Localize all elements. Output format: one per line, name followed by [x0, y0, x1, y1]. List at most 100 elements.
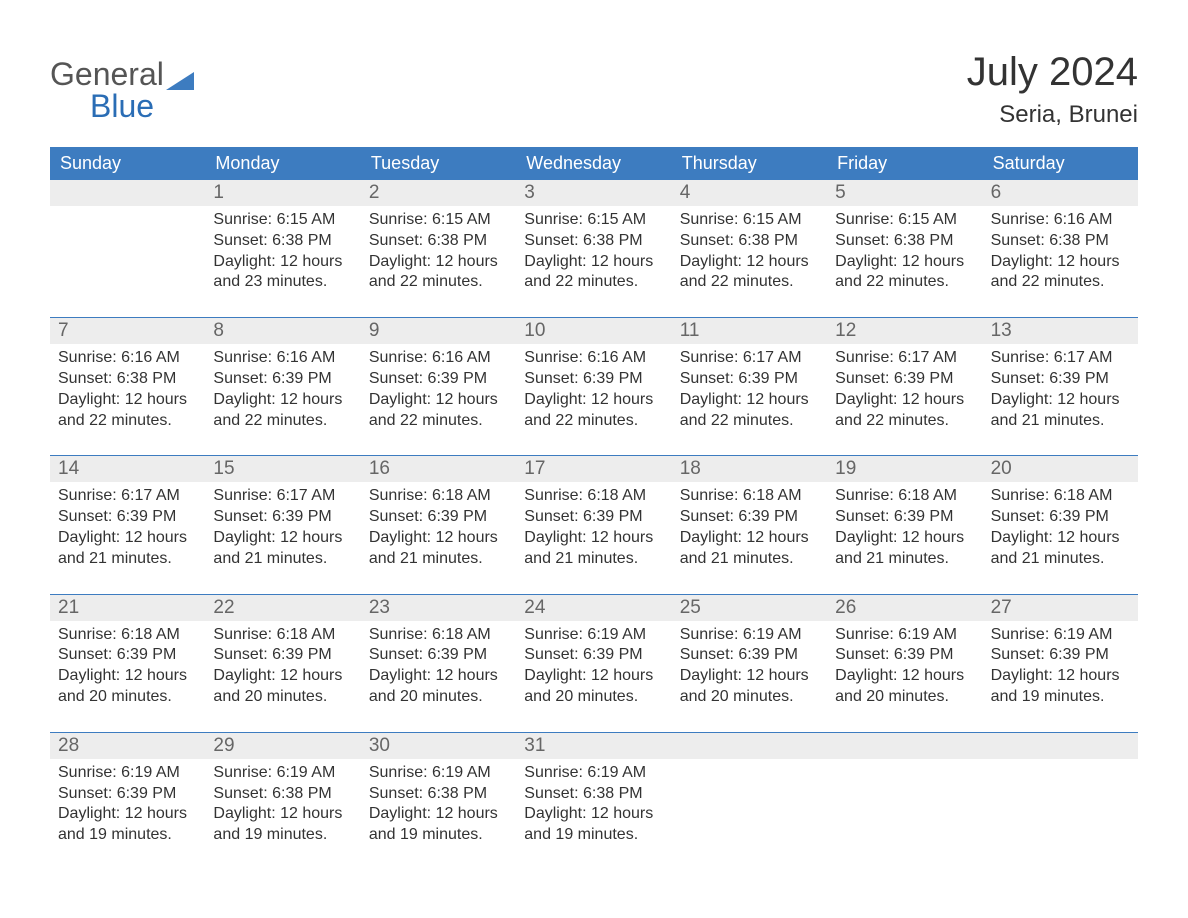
daylight-line: Daylight: 12 hours and 21 minutes.: [835, 528, 974, 570]
day-body: Sunrise: 6:15 AMSunset: 6:38 PMDaylight:…: [361, 206, 516, 293]
sunset-line: Sunset: 6:39 PM: [213, 369, 352, 390]
day-number-row: [50, 180, 205, 206]
day-body: Sunrise: 6:19 AMSunset: 6:38 PMDaylight:…: [361, 759, 516, 846]
day-number-row: 28: [50, 733, 205, 759]
day-cell: 8Sunrise: 6:16 AMSunset: 6:39 PMDaylight…: [205, 318, 360, 455]
daylight-line: Daylight: 12 hours and 22 minutes.: [369, 252, 508, 294]
day-number: 12: [827, 318, 982, 344]
day-cell: 23Sunrise: 6:18 AMSunset: 6:39 PMDayligh…: [361, 595, 516, 732]
daylight-line: Daylight: 12 hours and 22 minutes.: [213, 390, 352, 432]
day-body: Sunrise: 6:18 AMSunset: 6:39 PMDaylight:…: [827, 482, 982, 569]
day-body: Sunrise: 6:18 AMSunset: 6:39 PMDaylight:…: [672, 482, 827, 569]
day-cell: 17Sunrise: 6:18 AMSunset: 6:39 PMDayligh…: [516, 456, 671, 593]
day-body: Sunrise: 6:16 AMSunset: 6:39 PMDaylight:…: [361, 344, 516, 431]
day-cell: 16Sunrise: 6:18 AMSunset: 6:39 PMDayligh…: [361, 456, 516, 593]
day-number: 17: [516, 456, 671, 482]
sunrise-line: Sunrise: 6:18 AM: [369, 486, 508, 507]
daylight-line: Daylight: 12 hours and 22 minutes.: [524, 390, 663, 432]
day-number-row: 9: [361, 318, 516, 344]
sunrise-line: Sunrise: 6:16 AM: [369, 348, 508, 369]
daylight-line: Daylight: 12 hours and 23 minutes.: [213, 252, 352, 294]
day-number: 2: [361, 180, 516, 206]
day-number: [983, 733, 1138, 759]
sunset-line: Sunset: 6:39 PM: [369, 645, 508, 666]
day-cell: [827, 733, 982, 870]
sunrise-line: Sunrise: 6:19 AM: [991, 625, 1130, 646]
day-number-row: 21: [50, 595, 205, 621]
day-cell: 24Sunrise: 6:19 AMSunset: 6:39 PMDayligh…: [516, 595, 671, 732]
daylight-line: Daylight: 12 hours and 19 minutes.: [58, 804, 197, 846]
day-cell: 7Sunrise: 6:16 AMSunset: 6:38 PMDaylight…: [50, 318, 205, 455]
sunrise-line: Sunrise: 6:18 AM: [991, 486, 1130, 507]
sunset-line: Sunset: 6:39 PM: [835, 507, 974, 528]
sunset-line: Sunset: 6:39 PM: [991, 645, 1130, 666]
daylight-line: Daylight: 12 hours and 20 minutes.: [524, 666, 663, 708]
day-body: Sunrise: 6:18 AMSunset: 6:39 PMDaylight:…: [983, 482, 1138, 569]
day-body: Sunrise: 6:15 AMSunset: 6:38 PMDaylight:…: [827, 206, 982, 293]
sunset-line: Sunset: 6:38 PM: [369, 784, 508, 805]
sunrise-line: Sunrise: 6:18 AM: [680, 486, 819, 507]
sunrise-line: Sunrise: 6:19 AM: [58, 763, 197, 784]
sunrise-line: Sunrise: 6:15 AM: [213, 210, 352, 231]
day-number: 5: [827, 180, 982, 206]
day-cell: 4Sunrise: 6:15 AMSunset: 6:38 PMDaylight…: [672, 180, 827, 317]
day-cell: 14Sunrise: 6:17 AMSunset: 6:39 PMDayligh…: [50, 456, 205, 593]
daylight-line: Daylight: 12 hours and 21 minutes.: [213, 528, 352, 570]
day-cell: 1Sunrise: 6:15 AMSunset: 6:38 PMDaylight…: [205, 180, 360, 317]
sunrise-line: Sunrise: 6:17 AM: [835, 348, 974, 369]
logo-text-blue: Blue: [50, 90, 194, 122]
daylight-line: Daylight: 12 hours and 19 minutes.: [213, 804, 352, 846]
day-number: 6: [983, 180, 1138, 206]
sunrise-line: Sunrise: 6:18 AM: [524, 486, 663, 507]
day-number: 7: [50, 318, 205, 344]
sunset-line: Sunset: 6:39 PM: [369, 507, 508, 528]
day-body: Sunrise: 6:15 AMSunset: 6:38 PMDaylight:…: [672, 206, 827, 293]
day-cell: 31Sunrise: 6:19 AMSunset: 6:38 PMDayligh…: [516, 733, 671, 870]
day-number-row: 26: [827, 595, 982, 621]
sunset-line: Sunset: 6:39 PM: [524, 645, 663, 666]
day-body: Sunrise: 6:19 AMSunset: 6:38 PMDaylight:…: [516, 759, 671, 846]
daylight-line: Daylight: 12 hours and 20 minutes.: [369, 666, 508, 708]
day-number: 9: [361, 318, 516, 344]
day-cell: 11Sunrise: 6:17 AMSunset: 6:39 PMDayligh…: [672, 318, 827, 455]
day-cell: 6Sunrise: 6:16 AMSunset: 6:38 PMDaylight…: [983, 180, 1138, 317]
sunset-line: Sunset: 6:39 PM: [58, 784, 197, 805]
day-of-week-header: SundayMondayTuesdayWednesdayThursdayFrid…: [50, 147, 1138, 180]
sunrise-line: Sunrise: 6:17 AM: [991, 348, 1130, 369]
day-body: Sunrise: 6:17 AMSunset: 6:39 PMDaylight:…: [50, 482, 205, 569]
daylight-line: Daylight: 12 hours and 22 minutes.: [524, 252, 663, 294]
day-number: 3: [516, 180, 671, 206]
day-cell: 25Sunrise: 6:19 AMSunset: 6:39 PMDayligh…: [672, 595, 827, 732]
daylight-line: Daylight: 12 hours and 21 minutes.: [369, 528, 508, 570]
sunset-line: Sunset: 6:38 PM: [991, 231, 1130, 252]
day-cell: 27Sunrise: 6:19 AMSunset: 6:39 PMDayligh…: [983, 595, 1138, 732]
day-body: Sunrise: 6:19 AMSunset: 6:39 PMDaylight:…: [827, 621, 982, 708]
week-row: 28Sunrise: 6:19 AMSunset: 6:39 PMDayligh…: [50, 732, 1138, 870]
day-cell: 10Sunrise: 6:16 AMSunset: 6:39 PMDayligh…: [516, 318, 671, 455]
day-body: Sunrise: 6:17 AMSunset: 6:39 PMDaylight:…: [205, 482, 360, 569]
day-number-row: 25: [672, 595, 827, 621]
sunset-line: Sunset: 6:39 PM: [213, 507, 352, 528]
day-number-row: 29: [205, 733, 360, 759]
day-cell: 29Sunrise: 6:19 AMSunset: 6:38 PMDayligh…: [205, 733, 360, 870]
day-body: Sunrise: 6:18 AMSunset: 6:39 PMDaylight:…: [361, 482, 516, 569]
day-number-row: 6: [983, 180, 1138, 206]
day-number: 23: [361, 595, 516, 621]
daylight-line: Daylight: 12 hours and 19 minutes.: [991, 666, 1130, 708]
day-number-row: 11: [672, 318, 827, 344]
sunrise-line: Sunrise: 6:16 AM: [991, 210, 1130, 231]
day-number-row: 23: [361, 595, 516, 621]
week-row: 7Sunrise: 6:16 AMSunset: 6:38 PMDaylight…: [50, 317, 1138, 455]
sunrise-line: Sunrise: 6:19 AM: [835, 625, 974, 646]
day-number-row: 19: [827, 456, 982, 482]
daylight-line: Daylight: 12 hours and 20 minutes.: [835, 666, 974, 708]
day-number: 13: [983, 318, 1138, 344]
day-number-row: 1: [205, 180, 360, 206]
sunrise-line: Sunrise: 6:18 AM: [835, 486, 974, 507]
day-cell: [50, 180, 205, 317]
day-number-row: [827, 733, 982, 759]
dow-cell: Monday: [205, 147, 360, 180]
day-number: 22: [205, 595, 360, 621]
sunrise-line: Sunrise: 6:16 AM: [58, 348, 197, 369]
day-number: 10: [516, 318, 671, 344]
